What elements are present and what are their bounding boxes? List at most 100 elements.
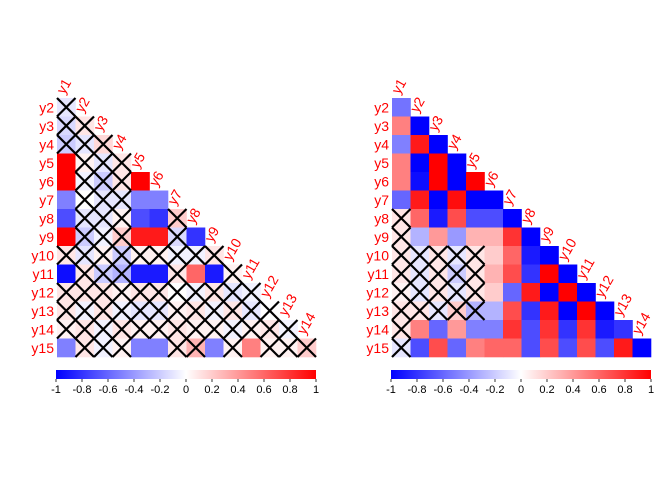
significance-cross: [409, 300, 430, 321]
significance-cross: [74, 263, 95, 284]
heatmap-cell: [429, 320, 448, 339]
column-label: y5: [127, 150, 148, 171]
heatmap-cell: [392, 135, 411, 154]
significance-cross: [148, 300, 169, 321]
significance-cross: [111, 171, 132, 192]
row-label: y15: [31, 340, 54, 356]
row-label: y10: [366, 247, 389, 263]
significance-cross: [391, 263, 412, 284]
heatmap-cell: [131, 227, 150, 247]
heatmap-cell: [521, 264, 541, 284]
heatmap-cell: [521, 246, 541, 265]
row-label: y9: [39, 229, 54, 245]
heatmap-cell: [410, 190, 430, 210]
significance-cross: [391, 300, 412, 321]
significance-cross: [74, 245, 95, 266]
significance-cross: [204, 282, 225, 303]
row-label: y5: [374, 155, 389, 171]
significance-cross: [409, 263, 430, 284]
significance-cross: [391, 337, 412, 358]
heatmap-cell: [540, 338, 559, 358]
significance-cross: [74, 171, 95, 192]
row-label: y2: [39, 99, 54, 115]
heatmap-cell: [410, 320, 430, 339]
significance-cross: [93, 319, 114, 340]
heatmap-cell: [429, 338, 448, 358]
significance-cross: [465, 300, 486, 321]
heatmap-cell: [57, 338, 76, 358]
heatmap-cell: [466, 227, 485, 247]
column-label: y9: [536, 224, 557, 245]
row-label: y11: [367, 266, 389, 282]
heatmap-cell: [186, 264, 206, 284]
colorbar-tick-label: -0.4: [460, 384, 479, 396]
significance-cross: [204, 245, 225, 266]
row-label: y7: [374, 192, 389, 208]
heatmap-cell: [521, 320, 541, 339]
heatmap-cell: [429, 172, 448, 191]
correlation-plot-right: y2y3y4y5y6y7y8y9y10y11y12y13y14y15y1y2y3…: [366, 76, 654, 396]
heatmap-cell: [447, 209, 467, 228]
significance-cross: [391, 226, 412, 247]
significance-cross: [148, 319, 169, 340]
significance-cross: [93, 152, 114, 173]
row-label: y12: [366, 284, 389, 300]
heatmap-cell: [410, 172, 430, 191]
heatmap-cell: [521, 301, 541, 321]
heatmap-cell: [484, 338, 504, 358]
column-label: y1: [388, 76, 409, 97]
column-label: y1: [53, 76, 74, 97]
significance-cross: [259, 337, 280, 358]
column-label: y7: [164, 187, 185, 208]
column-label: y6: [145, 168, 166, 189]
heatmap-cell: [484, 227, 504, 247]
significance-cross: [446, 282, 467, 303]
heatmap-cell: [410, 135, 430, 154]
column-label: y8: [517, 205, 538, 226]
heatmap-cell: [205, 264, 224, 284]
heatmap-cell: [484, 264, 504, 284]
heatmap-cell: [131, 264, 150, 284]
heatmap-cell: [503, 338, 522, 358]
significance-cross: [56, 115, 77, 136]
heatmap-cell: [521, 283, 541, 302]
significance-cross: [111, 226, 132, 247]
significance-cross: [111, 319, 132, 340]
significance-cross: [130, 319, 151, 340]
heatmap-cell: [429, 153, 448, 173]
significance-cross: [93, 189, 114, 210]
row-label: y11: [32, 266, 54, 282]
colorbar-tick-label: 0: [518, 384, 524, 396]
heatmap-cell: [149, 209, 169, 228]
column-label: y9: [201, 224, 222, 245]
significance-cross: [167, 337, 188, 358]
significance-cross: [446, 263, 467, 284]
heatmap-cell: [242, 338, 261, 358]
colorbar: [391, 370, 651, 379]
significance-cross: [391, 208, 412, 229]
heatmap-cell: [466, 209, 485, 228]
significance-cross: [74, 115, 95, 136]
significance-cross: [148, 245, 169, 266]
significance-cross: [278, 337, 299, 358]
significance-cross: [222, 319, 243, 340]
heatmap-cell: [447, 153, 467, 173]
significance-cross: [446, 245, 467, 266]
significance-cross: [130, 300, 151, 321]
row-label: y8: [39, 210, 54, 226]
heatmap-cell: [466, 338, 485, 358]
significance-cross: [259, 300, 280, 321]
significance-cross: [111, 263, 132, 284]
significance-cross: [130, 282, 151, 303]
heatmap-cell: [595, 320, 615, 339]
significance-cross: [74, 226, 95, 247]
heatmap-cell: [503, 301, 522, 321]
heatmap-cell: [131, 172, 150, 191]
heatmap-cell: [429, 135, 448, 154]
row-label: y13: [31, 303, 54, 319]
significance-cross: [222, 300, 243, 321]
heatmap-cell: [447, 320, 467, 339]
row-label: y10: [31, 247, 54, 263]
significance-cross: [56, 300, 77, 321]
heatmap-cell: [540, 320, 559, 339]
